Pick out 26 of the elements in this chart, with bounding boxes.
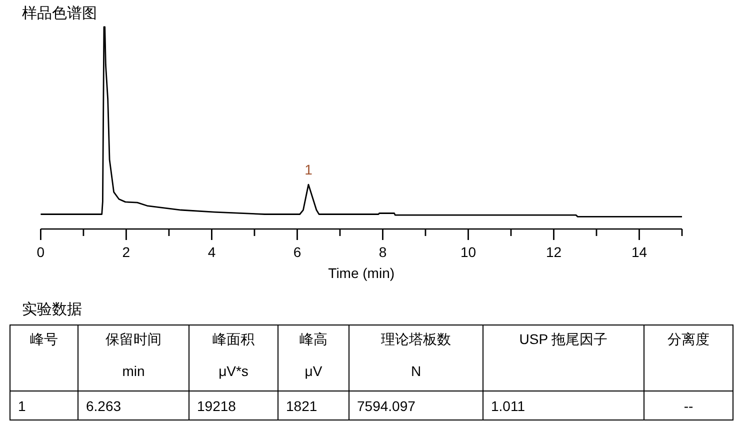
text: 1.011 bbox=[491, 398, 526, 414]
x-tick-label: 4 bbox=[208, 244, 216, 260]
chart-title: 样品色谱图 bbox=[22, 5, 97, 22]
text: 分离度 bbox=[668, 331, 710, 347]
text: 1821 bbox=[286, 398, 318, 414]
annotation: 1 bbox=[304, 162, 313, 178]
text: 理论塔板数 N bbox=[381, 331, 451, 379]
x-tick-label: 2 bbox=[122, 244, 130, 260]
x-axis-title: Time (min) bbox=[328, 265, 395, 281]
text: 峰号 bbox=[30, 331, 58, 347]
x-tick-label: 0 bbox=[36, 244, 45, 260]
x-tick-label: 6 bbox=[293, 244, 302, 260]
text: 保留时间 min bbox=[106, 331, 162, 379]
text: 1 bbox=[18, 398, 26, 414]
text: 峰面积 μV*s bbox=[212, 331, 254, 379]
x-tick-label: 14 bbox=[631, 244, 648, 260]
text: 实验数据 bbox=[22, 301, 82, 318]
text: 6.263 bbox=[86, 398, 122, 414]
text: USP 拖尾因子 bbox=[519, 331, 608, 347]
x-tick-label: 8 bbox=[378, 244, 387, 260]
x-tick-label: 10 bbox=[460, 244, 476, 260]
text: 7594.097 bbox=[357, 398, 416, 414]
text: 19218 bbox=[197, 398, 236, 414]
x-tick-label: 12 bbox=[546, 244, 562, 260]
text: -- bbox=[684, 398, 694, 414]
text: 峰高 μV bbox=[300, 331, 328, 379]
